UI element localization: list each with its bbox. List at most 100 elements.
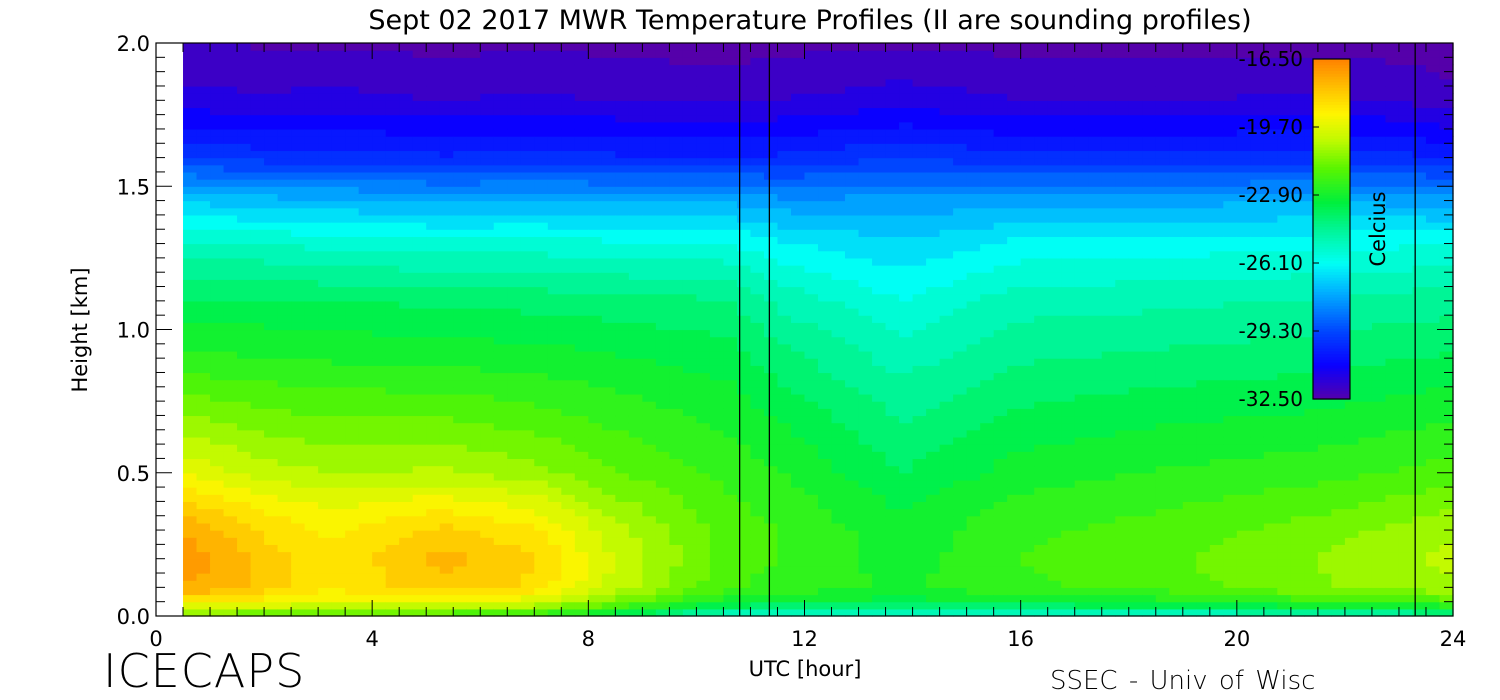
heatmap-cell <box>939 472 954 481</box>
heatmap-cell <box>372 171 387 180</box>
heatmap-cell <box>899 537 914 545</box>
heatmap-cell <box>682 573 698 581</box>
heatmap-cell <box>912 386 927 395</box>
heatmap-cell <box>358 93 373 101</box>
heatmap-cell <box>277 179 292 187</box>
heatmap-cell <box>507 150 522 159</box>
heatmap-cell <box>358 308 373 316</box>
heatmap-cell <box>466 150 481 159</box>
heatmap-cell <box>939 372 954 381</box>
heatmap-cell <box>885 50 900 58</box>
heatmap-cell <box>574 222 589 230</box>
heatmap-cell <box>237 179 252 187</box>
heatmap-cell <box>318 415 333 424</box>
heatmap-cell <box>966 336 981 345</box>
heatmap-cell <box>534 243 549 252</box>
heatmap-cell <box>439 85 454 94</box>
heatmap-cell <box>372 580 387 588</box>
heatmap-cell <box>250 580 265 588</box>
heatmap-cell <box>426 150 441 159</box>
heatmap-cell <box>1007 350 1022 359</box>
heatmap-cell <box>642 401 657 409</box>
heatmap-cell <box>831 207 846 216</box>
heatmap-cell <box>534 322 549 331</box>
heatmap-cell <box>980 573 995 581</box>
heatmap-cell <box>696 537 711 545</box>
heatmap-cell <box>210 272 225 280</box>
heatmap-cell <box>1020 472 1035 481</box>
heatmap-cell <box>642 243 657 252</box>
heatmap-cell <box>385 279 400 288</box>
heatmap-cell <box>723 350 738 359</box>
heatmap-cell <box>480 186 495 195</box>
heatmap-cell <box>196 487 211 495</box>
heatmap-cell <box>804 136 819 144</box>
heatmap-cell <box>858 193 873 202</box>
heatmap-cell <box>237 265 252 273</box>
heatmap-cell <box>372 587 387 596</box>
heatmap-cell <box>345 494 360 502</box>
heatmap-cell <box>331 85 346 94</box>
heatmap-cell <box>763 479 779 488</box>
heatmap-cell <box>777 164 792 173</box>
heatmap-cell <box>534 85 549 94</box>
heatmap-cell <box>953 458 968 467</box>
heatmap-cell <box>736 608 752 617</box>
heatmap-cell <box>574 43 589 51</box>
heatmap-cell <box>412 164 427 173</box>
heatmap-cell <box>466 57 481 66</box>
heatmap-cell <box>183 315 198 323</box>
heatmap-cell <box>507 136 522 144</box>
heatmap-cell <box>345 537 360 545</box>
heatmap-cell <box>574 343 589 352</box>
heatmap-cell <box>223 479 238 488</box>
heatmap-cell <box>237 50 252 58</box>
heatmap-cell <box>615 451 630 460</box>
heatmap-cell <box>250 558 265 567</box>
heatmap-cell <box>399 408 414 417</box>
heatmap-cell <box>655 336 670 345</box>
heatmap-cell <box>858 365 873 374</box>
heatmap-cell <box>642 587 657 596</box>
heatmap-cell <box>439 544 454 553</box>
heatmap-cell <box>547 358 562 366</box>
heatmap-cell <box>601 236 616 245</box>
heatmap-cell <box>507 551 522 560</box>
heatmap-cell <box>588 236 603 245</box>
heatmap-cell <box>304 50 319 58</box>
heatmap-cell <box>628 551 643 560</box>
heatmap-cell <box>980 551 995 560</box>
heatmap-cell <box>736 315 752 323</box>
heatmap-cell <box>277 128 292 137</box>
heatmap-cell <box>858 429 873 438</box>
heatmap-cell <box>804 315 819 323</box>
heatmap-cell <box>480 250 495 259</box>
heatmap-cell <box>669 530 684 538</box>
heatmap-cell <box>953 136 968 144</box>
heatmap-cell <box>642 494 657 502</box>
heatmap-cell <box>588 537 603 545</box>
heatmap-cell <box>588 422 603 431</box>
heatmap-cell <box>291 444 306 452</box>
heatmap-cell <box>763 580 779 588</box>
heatmap-cell <box>426 171 441 180</box>
heatmap-cell <box>534 315 549 323</box>
heatmap-cell <box>858 515 873 524</box>
heatmap-cell <box>480 458 495 467</box>
heatmap-cell <box>696 57 711 66</box>
heatmap-cell <box>669 350 684 359</box>
heatmap-cell <box>642 186 657 195</box>
heatmap-cell <box>790 300 806 309</box>
heatmap-cell <box>642 293 657 302</box>
heatmap-cell <box>277 422 292 431</box>
heatmap-cell <box>318 594 333 603</box>
heatmap-cell <box>426 179 441 187</box>
heatmap-cell <box>831 222 846 230</box>
heatmap-cell <box>399 336 414 345</box>
heatmap-cell <box>574 465 589 474</box>
heatmap-cell <box>750 343 765 352</box>
heatmap-cell <box>183 365 198 374</box>
heatmap-cell <box>601 43 616 51</box>
heatmap-cell <box>318 401 333 409</box>
heatmap-cell <box>966 522 981 531</box>
